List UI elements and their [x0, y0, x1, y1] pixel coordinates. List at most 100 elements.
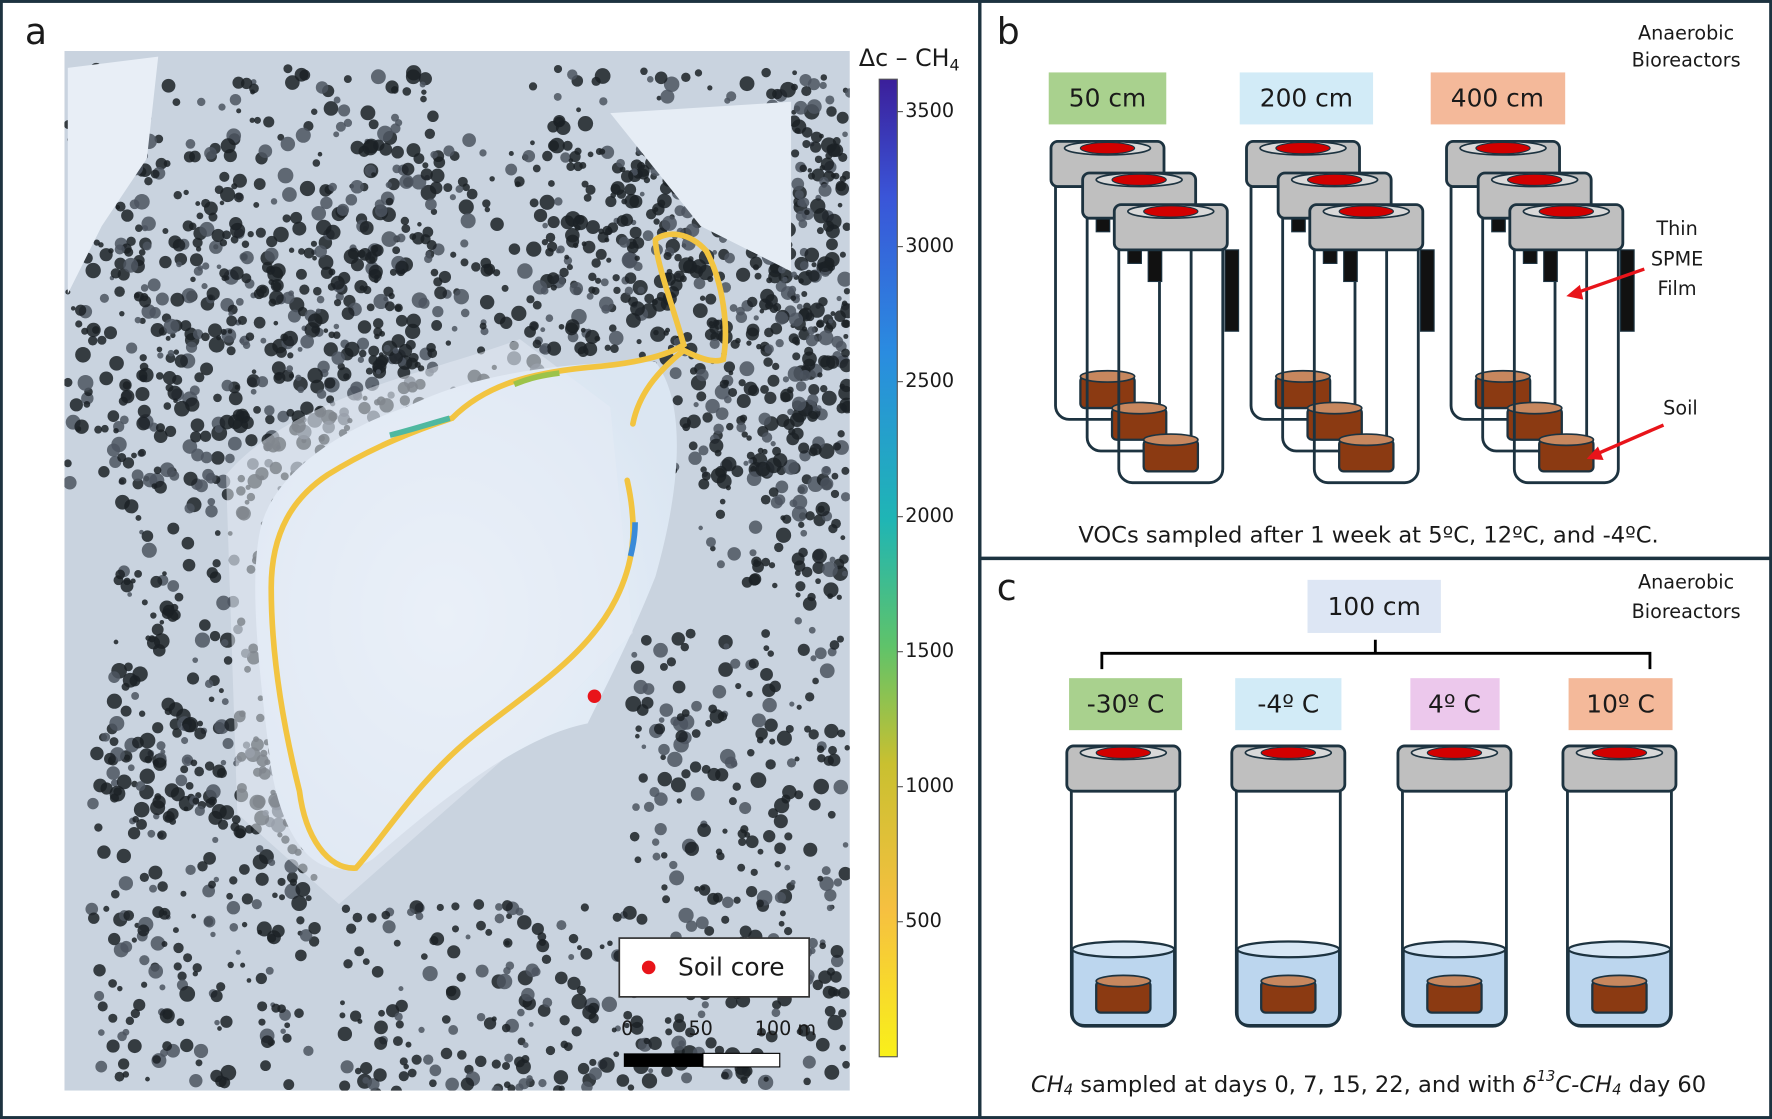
tree: [807, 326, 816, 335]
tree: [526, 295, 535, 304]
tree: [277, 410, 289, 423]
tree: [183, 806, 189, 812]
tree: [822, 561, 838, 578]
tree: [604, 237, 610, 243]
tree: [64, 476, 77, 490]
tree: [98, 466, 110, 478]
tree: [216, 264, 222, 270]
tree: [491, 1016, 497, 1022]
tree: [162, 371, 177, 385]
tree: [273, 226, 289, 243]
spme-film: [1343, 249, 1358, 283]
tree: [277, 877, 286, 886]
tree: [183, 151, 196, 163]
tree: [211, 804, 227, 820]
tree: [718, 662, 733, 677]
tree: [639, 191, 645, 197]
tree: [745, 885, 758, 898]
tree: [528, 1021, 534, 1027]
tree: [591, 258, 601, 268]
tree: [799, 197, 810, 208]
tree: [186, 672, 200, 685]
tree: [819, 876, 834, 892]
tree: [295, 374, 302, 381]
tree: [288, 373, 295, 379]
tree: [749, 549, 757, 557]
tree: [663, 251, 672, 261]
soil-top: [1095, 974, 1152, 988]
tree: [685, 920, 698, 932]
tree: [139, 295, 152, 308]
tree: [720, 1071, 729, 1080]
tree: [839, 251, 846, 258]
tree: [722, 828, 728, 834]
tree: [251, 369, 257, 375]
tree: [255, 972, 267, 985]
tree: [807, 99, 822, 114]
tree: [839, 378, 850, 393]
tree: [622, 905, 637, 920]
tree: [192, 329, 204, 340]
soil-core: [587, 689, 602, 704]
tree: [671, 632, 686, 646]
soil-top: [1111, 401, 1168, 415]
tree: [770, 441, 776, 447]
tree: [161, 941, 168, 947]
caption: CH4 sampled at days 0, 7, 15, 22, and wi…: [1031, 1068, 1706, 1099]
tree: [273, 320, 279, 326]
tree: [136, 416, 151, 431]
tree: [715, 407, 729, 420]
tree: [699, 295, 706, 301]
tree: [817, 875, 824, 882]
tree: [827, 143, 841, 158]
tree: [108, 979, 117, 988]
tree: [626, 312, 641, 328]
tree: [405, 69, 421, 85]
tree: [264, 405, 275, 416]
tree: [749, 256, 763, 270]
tree: [183, 471, 198, 486]
tree: [738, 837, 747, 847]
label-box: [1235, 678, 1342, 731]
tree: [214, 530, 221, 536]
tree: [802, 139, 811, 149]
tree: [391, 334, 406, 348]
arrow: [1572, 267, 1645, 296]
tree: [664, 1017, 672, 1024]
tree: [763, 645, 770, 652]
tree: [384, 301, 395, 312]
tree: [660, 754, 666, 761]
tree: [694, 886, 700, 892]
tree: [282, 187, 297, 202]
tree: [541, 239, 549, 246]
tree: [201, 283, 208, 290]
tree: [371, 244, 384, 257]
tree: [374, 1036, 388, 1050]
tree: [372, 318, 384, 329]
septum: [1260, 746, 1317, 759]
tree: [389, 350, 403, 365]
tree: [826, 904, 834, 912]
tree: [748, 658, 759, 669]
tree: [698, 445, 709, 456]
label-box: [1048, 72, 1167, 125]
colorbar-tick-label: 3000: [905, 234, 954, 257]
tree: [808, 729, 819, 740]
tree: [139, 955, 150, 966]
tree: [624, 272, 637, 284]
tree: [797, 643, 810, 656]
tree: [554, 197, 563, 206]
tree: [177, 971, 187, 981]
tree: [581, 1081, 593, 1091]
tree: [819, 81, 827, 90]
tree: [274, 372, 283, 381]
tree: [709, 438, 724, 453]
tree: [756, 343, 762, 350]
tree: [820, 384, 828, 393]
tree: [637, 161, 646, 170]
tree: [635, 733, 640, 739]
tree: [795, 381, 807, 392]
tree: [253, 288, 265, 300]
tree: [838, 987, 850, 999]
tree: [125, 1016, 135, 1026]
